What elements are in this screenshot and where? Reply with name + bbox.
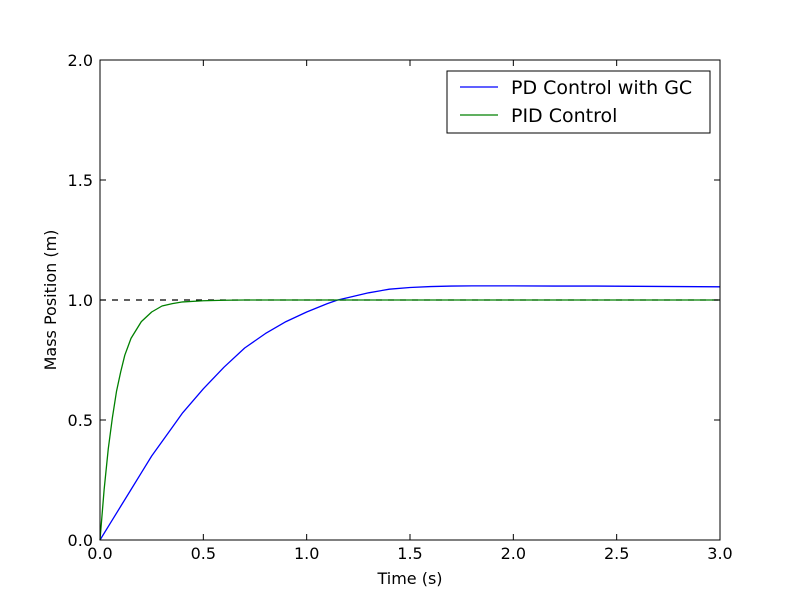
y-tick-label: 1.0 [68,291,93,310]
x-tick-label: 1.5 [397,544,422,563]
series-line-pid-control [99,299,720,541]
x-tick-label: 0.5 [191,544,216,563]
series-line-pd-control-with-gc [99,285,721,541]
y-tick-label: 1.5 [68,171,93,190]
legend-label: PID Control [511,105,617,127]
ticks-group: 0.0 0.5 1.0 1.5 2.0 2.5 3.0 0.0 0.5 1.0 1.5 2.0 [68,51,733,563]
x-tick-label: 0.0 [87,544,112,563]
x-axis-label: Time (s) [376,569,442,588]
x-tick-label: 2.0 [501,544,526,563]
x-tick-label: 1.0 [294,544,319,563]
legend-label: PD Control with GC [511,77,692,99]
legend-box [446,70,711,134]
y-tick-label: 2.0 [68,51,93,70]
x-tick-label: 2.5 [604,544,629,563]
y-tick-label: 0.5 [68,411,93,430]
y-tick-label: 0.0 [68,531,93,550]
series-group [99,285,721,541]
legend: PD Control with GC PID Control [446,70,711,134]
y-axis-label: Mass Position (m) [41,230,60,371]
x-tick-label: 3.0 [707,544,732,563]
